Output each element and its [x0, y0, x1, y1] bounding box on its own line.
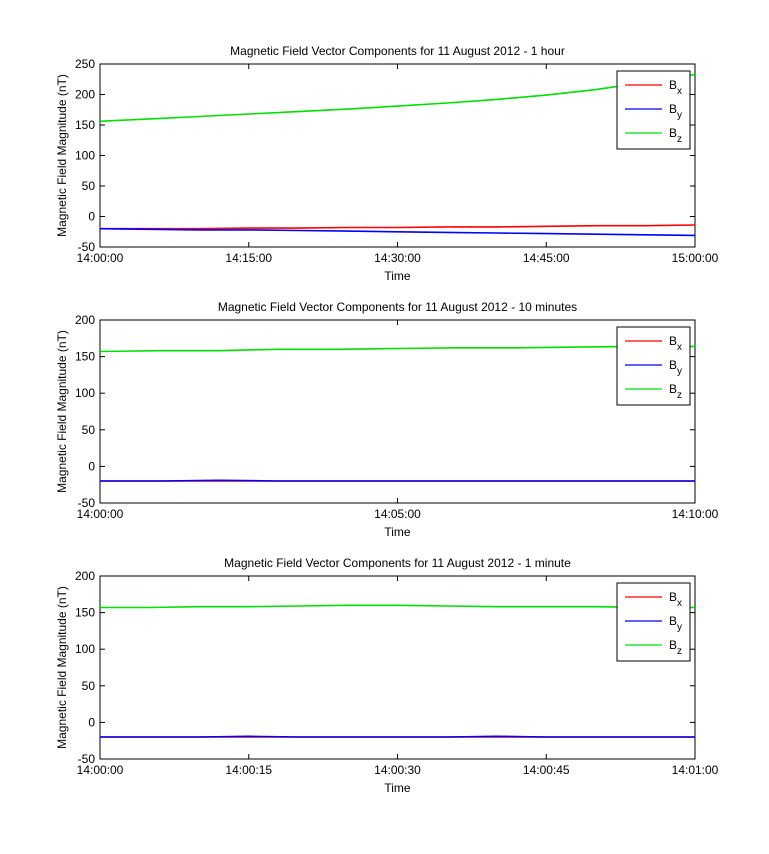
x-axis-label: Time: [384, 525, 411, 539]
legend-label-by: By: [669, 614, 682, 633]
legend-label-by: By: [669, 102, 682, 121]
y-tick-label: 0: [88, 210, 95, 224]
y-tick-label: 50: [82, 179, 96, 193]
y-tick-label: 50: [82, 679, 96, 693]
chart-title: Magnetic Field Vector Components for 11 …: [218, 300, 577, 314]
legend-label-by: By: [669, 358, 682, 377]
y-tick-label: -50: [78, 752, 96, 766]
y-tick-label: 200: [75, 569, 95, 583]
chart-panel: Magnetic Field Vector Components for 11 …: [55, 44, 719, 283]
y-tick-label: -50: [78, 240, 96, 254]
legend-box: [616, 326, 691, 406]
legend-box: [616, 582, 691, 662]
legend-label-bx: Bx: [669, 334, 682, 353]
legend-label-bz: Bz: [669, 382, 682, 401]
y-tick-label: -50: [78, 496, 96, 510]
y-tick-label: 100: [75, 642, 95, 656]
legend-subscript: x: [677, 342, 682, 353]
legend-box: [616, 70, 691, 150]
legend-letter: B: [669, 334, 677, 348]
x-tick-label: 14:00:15: [225, 763, 272, 777]
legend-letter: B: [669, 382, 677, 396]
legend-subscript: x: [677, 598, 682, 609]
chart-panel: Magnetic Field Vector Components for 11 …: [55, 300, 719, 539]
chart-title: Magnetic Field Vector Components for 11 …: [230, 44, 565, 58]
y-axis-label: Magnetic Field Magnitude (nT): [55, 74, 69, 237]
plot-area: [99, 63, 696, 248]
y-tick-label: 150: [75, 606, 95, 620]
x-axis-label: Time: [384, 781, 411, 795]
legend-subscript: y: [677, 622, 682, 633]
series-line-by: [100, 735, 695, 738]
y-tick-label: 100: [75, 386, 95, 400]
legend-label-bz: Bz: [669, 638, 682, 657]
x-tick-label: 14:45:00: [523, 251, 570, 265]
series-line-by: [100, 479, 695, 482]
y-tick-label: 150: [75, 350, 95, 364]
y-tick-label: 0: [88, 459, 95, 473]
x-tick-label: 14:30:00: [374, 251, 421, 265]
legend-label-bx: Bx: [669, 590, 682, 609]
x-tick-label: 14:00:30: [374, 763, 421, 777]
y-tick-label: 250: [75, 57, 95, 71]
legend-letter: B: [669, 102, 677, 116]
y-tick-label: 50: [82, 423, 96, 437]
y-tick-label: 0: [88, 715, 95, 729]
x-tick-label: 15:00:00: [672, 251, 719, 265]
y-axis-label: Magnetic Field Magnitude (nT): [55, 586, 69, 749]
y-tick-label: 200: [75, 313, 95, 327]
chart-panel: Magnetic Field Vector Components for 11 …: [55, 556, 719, 795]
legend-subscript: z: [677, 134, 682, 145]
legend-subscript: y: [677, 366, 682, 377]
y-tick-label: 100: [75, 149, 95, 163]
series-line-bz: [100, 604, 695, 609]
y-axis-label: Magnetic Field Magnitude (nT): [55, 330, 69, 493]
legend-letter: B: [669, 78, 677, 92]
legend-label-bz: Bz: [669, 126, 682, 145]
series-line-bz: [100, 345, 695, 353]
legend-subscript: z: [677, 390, 682, 401]
chart-title: Magnetic Field Vector Components for 11 …: [224, 556, 571, 570]
legend-subscript: y: [677, 110, 682, 121]
x-tick-label: 14:15:00: [225, 251, 272, 265]
y-tick-label: 150: [75, 118, 95, 132]
legend-letter: B: [669, 614, 677, 628]
legend-subscript: z: [677, 646, 682, 657]
legend-letter: B: [669, 358, 677, 372]
legend-subscript: x: [677, 86, 682, 97]
legend-letter: B: [669, 590, 677, 604]
legend-label-bx: Bx: [669, 78, 682, 97]
x-tick-label: 14:00:45: [523, 763, 570, 777]
series-line-bx: [100, 224, 695, 230]
series-line-bz: [100, 73, 695, 123]
x-tick-label: 14:01:00: [672, 763, 719, 777]
y-tick-label: 200: [75, 88, 95, 102]
x-tick-label: 14:00:00: [77, 507, 124, 521]
legend-letter: B: [669, 638, 677, 652]
plot-area: [99, 575, 696, 760]
x-tick-label: 14:00:00: [77, 251, 124, 265]
legend-letter: B: [669, 126, 677, 140]
series-line-by: [100, 227, 695, 237]
x-tick-label: 14:10:00: [672, 507, 719, 521]
x-axis-label: Time: [384, 269, 411, 283]
x-tick-label: 14:00:00: [77, 763, 124, 777]
x-tick-label: 14:05:00: [374, 507, 421, 521]
